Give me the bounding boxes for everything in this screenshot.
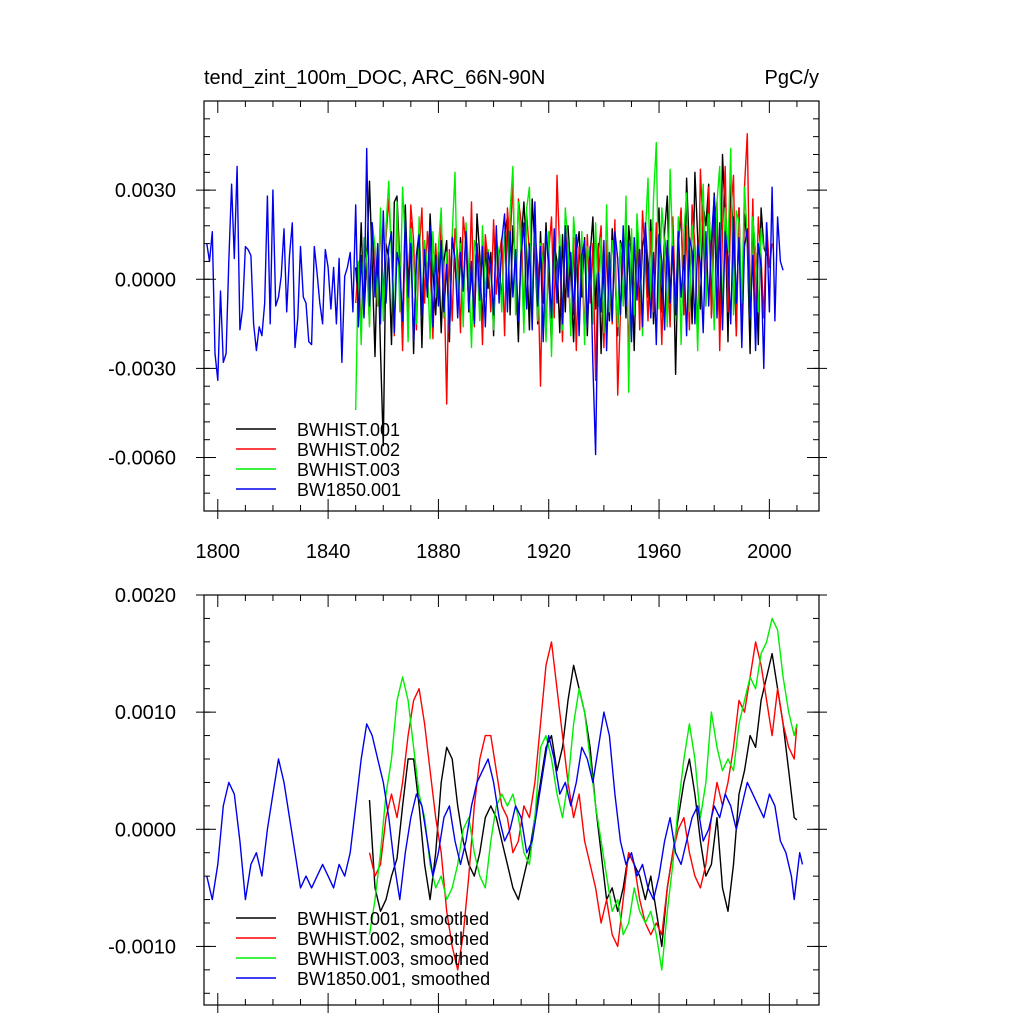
top-panel-title: tend_zint_100m_DOC, ARC_66N-90N — [204, 67, 545, 89]
x-tick-label: 1880 — [416, 541, 461, 563]
x-tick-label: 1840 — [306, 541, 351, 563]
top-panel: tend_zint_100m_DOC, ARC_66N-90N PgC/y BW… — [108, 67, 827, 563]
series-line-3 — [206, 711, 804, 901]
legend-label: BWHIST.001, smoothed — [297, 909, 489, 929]
y-tick-label: -0.0060 — [108, 448, 176, 470]
legend-label: BW1850.001, smoothed — [297, 969, 490, 989]
x-tick-label: 1960 — [637, 541, 682, 563]
x-tick-label: 1920 — [526, 541, 571, 563]
legend-label: BWHIST.001 — [297, 420, 400, 440]
legend-label: BWHIST.002 — [297, 440, 400, 460]
y-tick-label: 0.0000 — [115, 819, 176, 841]
x-tick-label: 2000 — [747, 541, 792, 563]
y-tick-label: 0.0010 — [115, 702, 176, 724]
top-panel-units: PgC/y — [765, 67, 819, 89]
legend-label: BWHIST.002, smoothed — [297, 929, 489, 949]
legend-label: BWHIST.003, smoothed — [297, 949, 489, 969]
y-tick-label: -0.0010 — [108, 936, 176, 958]
series-line-3 — [206, 147, 784, 456]
series-line-2 — [368, 617, 798, 971]
y-tick-label: 0.0030 — [115, 180, 176, 202]
legend-label: BW1850.001 — [297, 480, 401, 500]
series-line-1 — [368, 641, 798, 971]
y-tick-label: 0.0020 — [115, 585, 176, 607]
series-line-2 — [355, 141, 765, 411]
legend-label: BWHIST.003 — [297, 460, 400, 480]
bottom-panel-frame — [203, 594, 820, 1006]
y-tick-label: -0.0030 — [108, 358, 176, 380]
x-tick-label: 1800 — [196, 541, 241, 563]
top-panel-frame — [203, 100, 820, 512]
y-tick-label: 0.0000 — [115, 269, 176, 291]
